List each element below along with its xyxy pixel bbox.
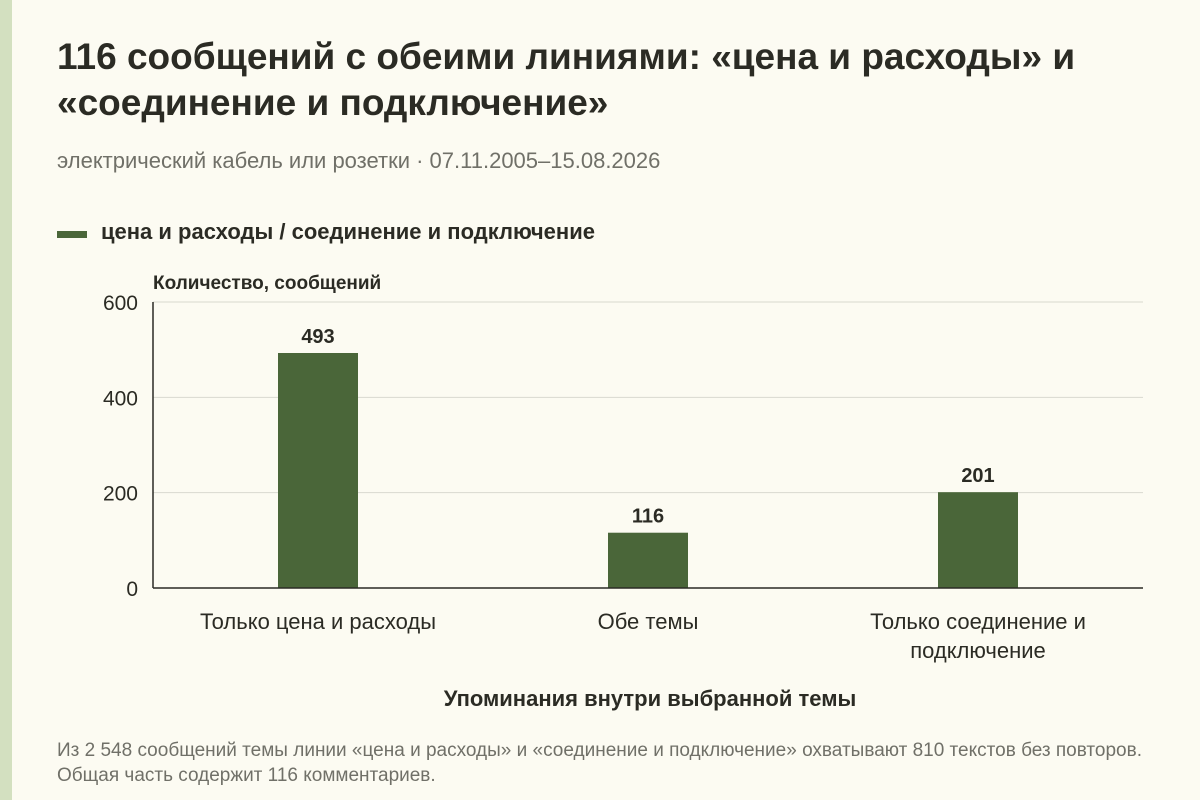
accent-strip [0,0,12,800]
bars [278,353,1018,588]
x-tick-labels: Только цена и расходы Обе темы Только соед… [200,609,1086,663]
chart-title: 116 сообщений с обеими линиями: «цена и … [57,36,1076,123]
bar [608,532,688,588]
chart-subtitle: электрический кабель или розетки · 07.11… [57,148,661,173]
x-tick-label: Обе темы [598,609,699,634]
data-label: 493 [301,326,334,348]
data-label: 201 [961,465,994,487]
axes [152,302,1143,589]
y-tick-labels: 0 200 400 600 [103,292,138,601]
bar [278,353,358,588]
legend: цена и расходы / соединение и подключени… [57,219,595,245]
data-label: 116 [632,506,664,528]
data-labels: 493 116 201 [301,326,994,528]
x-axis-label: Упоминания внутри выбранной темы [443,686,857,711]
legend-label: цена и расходы / соединение и подключени… [101,219,595,244]
x-tick-label: Только соединение и подключение [870,609,1086,663]
legend-swatch [57,230,87,238]
x-tick-label: Только цена и расходы [200,609,436,634]
footnote: Из 2 548 сообщений темы линии «цена и ра… [57,740,1142,786]
bar [938,492,1018,588]
y-tick-label: 200 [103,483,138,506]
y-tick-label: 400 [103,387,138,410]
y-axis-label: Количество, сообщений [153,273,382,294]
y-tick-label: 600 [103,292,138,315]
y-tick-label: 0 [126,578,138,601]
